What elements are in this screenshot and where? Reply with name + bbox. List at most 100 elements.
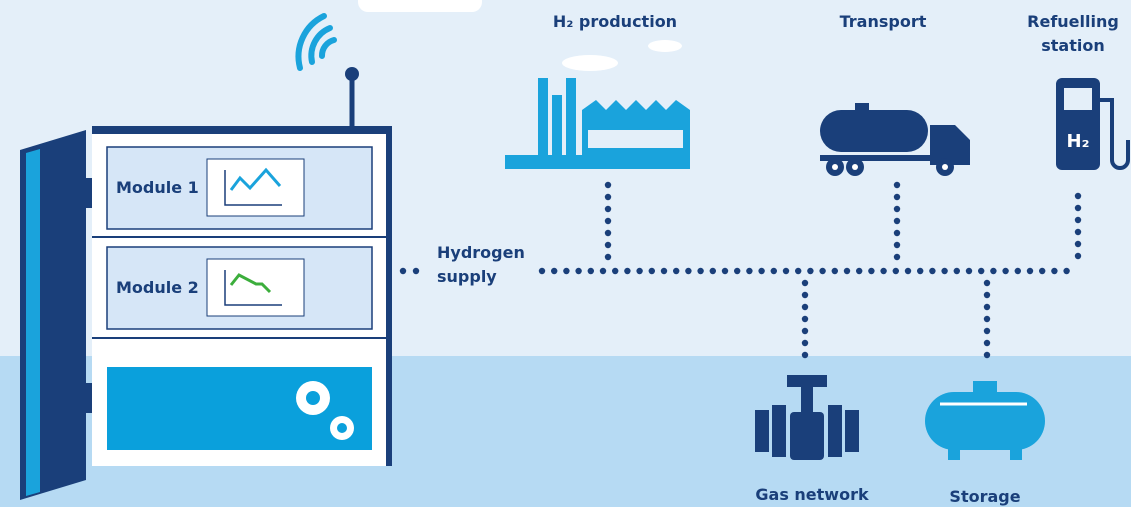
pipe-dot xyxy=(605,206,611,212)
pipe-dot xyxy=(795,268,801,274)
pipe-dot xyxy=(1075,229,1081,235)
pipe-dot xyxy=(400,268,406,274)
control-panel xyxy=(107,367,372,450)
pipe-dot xyxy=(551,268,557,274)
module-chart xyxy=(207,259,304,316)
pipe-dot xyxy=(802,352,808,358)
pipe-dot xyxy=(978,268,984,274)
pipe-dot xyxy=(954,268,960,274)
node-label: Storage xyxy=(949,487,1020,506)
pipe-dot xyxy=(894,182,900,188)
pipe-dot xyxy=(1075,193,1081,199)
hinge xyxy=(80,178,92,208)
door-edge xyxy=(26,149,40,496)
diagram: Module 1 Module 2 Hydrogen supply H₂ xyxy=(0,0,1131,507)
pipe-dot xyxy=(1063,268,1069,274)
pipe-dot xyxy=(802,340,808,346)
pipe-dot xyxy=(600,268,606,274)
pipe-dot xyxy=(1075,241,1081,247)
pipe-dot xyxy=(844,268,850,274)
pipe-dot xyxy=(649,268,655,274)
supply-label: supply xyxy=(437,267,497,286)
pipe-dot xyxy=(575,268,581,274)
pipe-dot xyxy=(819,268,825,274)
pipe-dot xyxy=(990,268,996,274)
pipe-dot xyxy=(984,292,990,298)
pipe-dot xyxy=(984,328,990,334)
pipe-dot xyxy=(894,230,900,236)
pipe-dot xyxy=(624,268,630,274)
pipe-dot xyxy=(1075,205,1081,211)
node-label: Gas network xyxy=(755,485,869,504)
pipe-dot xyxy=(880,268,886,274)
pipe-dot xyxy=(917,268,923,274)
pipe-dot xyxy=(413,268,419,274)
pipe-dot xyxy=(966,268,972,274)
module-label: Module 1 xyxy=(116,178,199,197)
pipe-dot xyxy=(894,206,900,212)
node-label: H₂ production xyxy=(553,12,677,31)
hinge xyxy=(80,383,92,413)
pipe-dot xyxy=(984,340,990,346)
pipe-dot xyxy=(984,352,990,358)
pipe-dot xyxy=(605,254,611,260)
cloud-tab xyxy=(358,0,482,12)
pipe-dot xyxy=(894,194,900,200)
pipe-dot xyxy=(605,182,611,188)
pipe-dot xyxy=(1075,217,1081,223)
pipe-dot xyxy=(984,280,990,286)
pipe-dot xyxy=(1039,268,1045,274)
module-label: Module 2 xyxy=(116,278,199,297)
pipe-dot xyxy=(746,268,752,274)
pipe-dot xyxy=(802,292,808,298)
supply-label: Hydrogen xyxy=(437,243,525,262)
pump-text: H₂ xyxy=(1067,131,1090,152)
pipe-dot xyxy=(807,268,813,274)
pipe-dot xyxy=(771,268,777,274)
pipe-dot xyxy=(802,328,808,334)
pipe-dot xyxy=(929,268,935,274)
pipe-dot xyxy=(661,268,667,274)
pipe-dot xyxy=(802,304,808,310)
pipe-dot xyxy=(722,268,728,274)
pipe-dot xyxy=(856,268,862,274)
module-chart xyxy=(207,159,304,216)
pipe-dot xyxy=(636,268,642,274)
pipe-dot xyxy=(893,268,899,274)
pipe-dot xyxy=(984,316,990,322)
pipe-dot xyxy=(673,268,679,274)
pipe-dot xyxy=(802,280,808,286)
pipe-dot xyxy=(802,316,808,322)
pipe-dot xyxy=(605,230,611,236)
pipe-dot xyxy=(868,268,874,274)
node-label: Transport xyxy=(840,12,927,31)
pipe-dot xyxy=(710,268,716,274)
pipe-dot xyxy=(539,268,545,274)
pipe-dot xyxy=(612,268,618,274)
pipe-dot xyxy=(734,268,740,274)
pipe-dot xyxy=(783,268,789,274)
pipe-dot xyxy=(697,268,703,274)
pipe-dot xyxy=(563,268,569,274)
pipe-dot xyxy=(1002,268,1008,274)
node-label: Refuelling xyxy=(1027,12,1119,31)
pipe-dot xyxy=(894,242,900,248)
antenna-tip xyxy=(345,67,359,81)
pipe-dot xyxy=(832,268,838,274)
pipe-dot xyxy=(758,268,764,274)
node-label: station xyxy=(1041,36,1104,55)
pipe-dot xyxy=(1015,268,1021,274)
pipe-dot xyxy=(894,218,900,224)
pipe-dot xyxy=(1051,268,1057,274)
pipe-dot xyxy=(605,242,611,248)
pipe-dot xyxy=(685,268,691,274)
pipe-dot xyxy=(605,194,611,200)
pipe-dot xyxy=(588,268,594,274)
pipe-dot xyxy=(1075,253,1081,259)
pipe-dot xyxy=(1027,268,1033,274)
pipe-dot xyxy=(905,268,911,274)
pipe-dot xyxy=(894,254,900,260)
pipe-dot xyxy=(941,268,947,274)
pipe-dot xyxy=(605,218,611,224)
pipe-dot xyxy=(984,304,990,310)
